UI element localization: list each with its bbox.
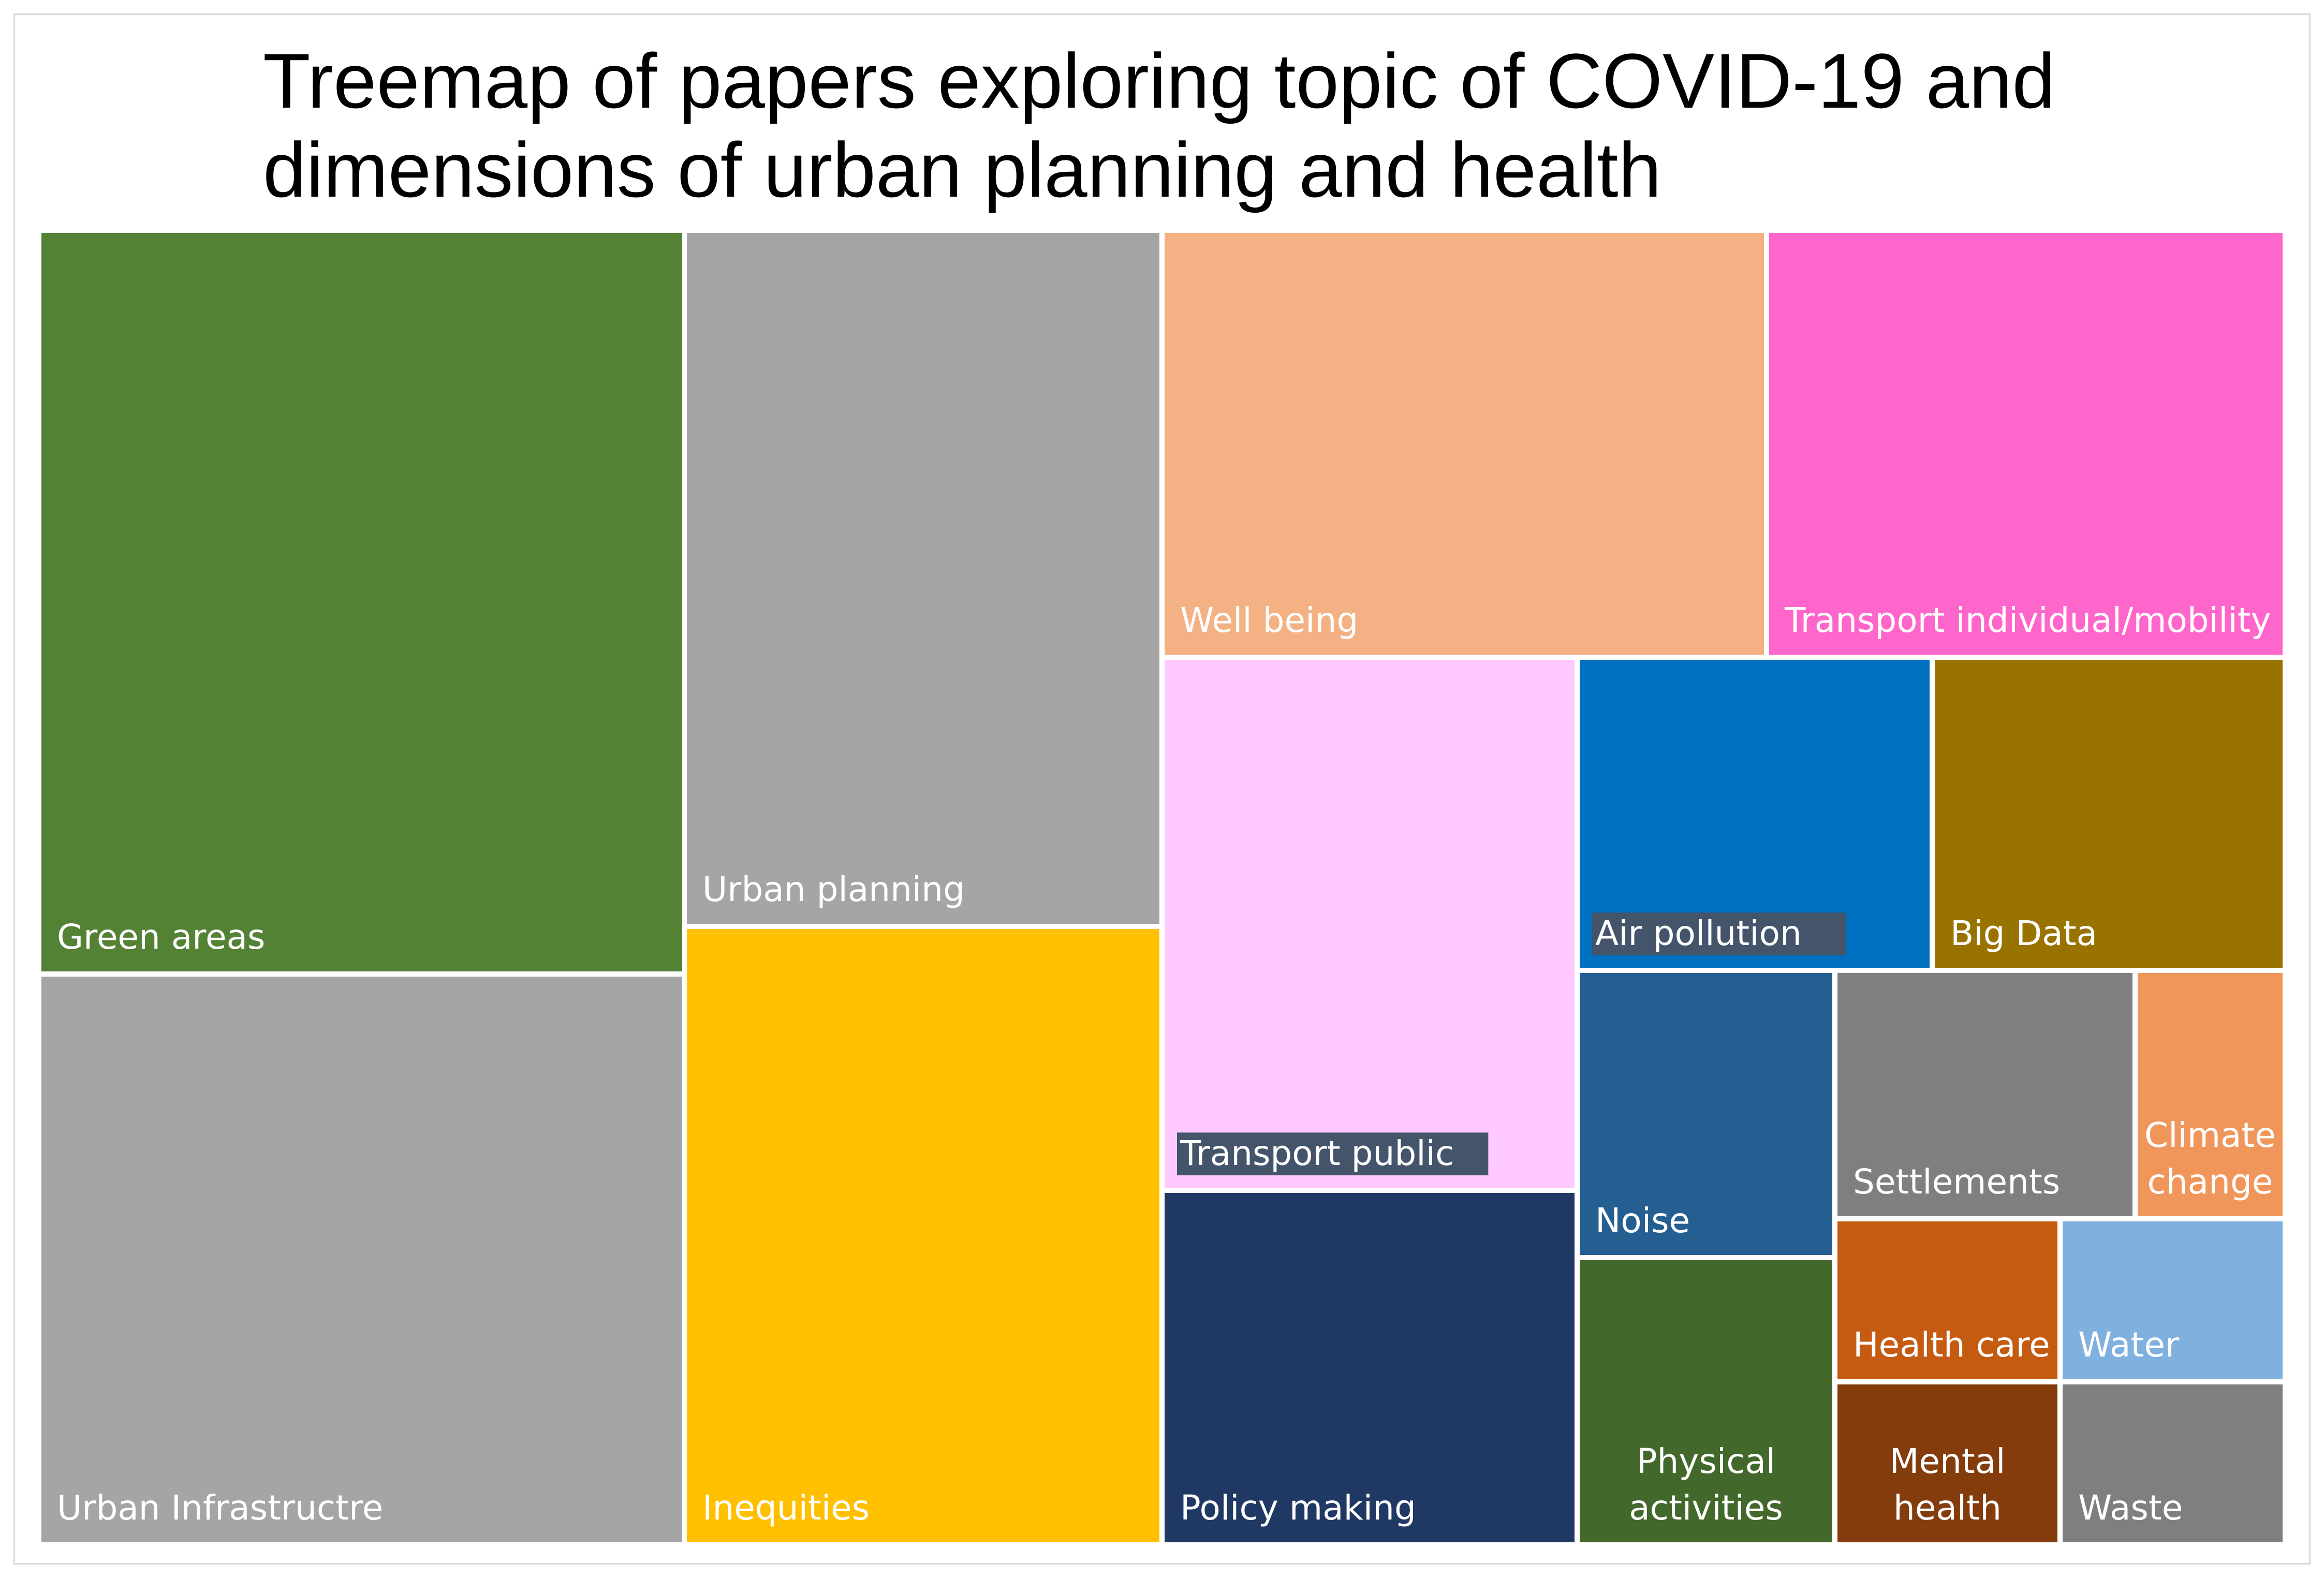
- treemap-cell-air-pollution: Air pollution: [1580, 660, 1930, 968]
- treemap-cell-green-areas: Green areas: [41, 233, 682, 971]
- treemap-label: activities: [1629, 1488, 1783, 1528]
- treemap-label: Settlements: [1853, 1162, 2060, 1202]
- treemap-label: Health care: [1853, 1325, 2050, 1365]
- treemap-label-highlight: [1592, 912, 1846, 955]
- treemap-rect: [1165, 1193, 1575, 1542]
- treemap-label: Well being: [1180, 600, 1358, 640]
- treemap-rect: [1580, 1260, 1832, 1542]
- treemap-cell-transport-public: Transport public: [1165, 660, 1575, 1188]
- treemap-cell-inequities: Inequities: [687, 929, 1159, 1542]
- treemap-label: Policy making: [1180, 1488, 1416, 1528]
- treemap-label-highlight: [1177, 1132, 1489, 1175]
- treemap-cell-well-being: Well being: [1165, 233, 1764, 655]
- treemap-cell-noise: Noise: [1580, 973, 1832, 1255]
- treemap-rect: [1165, 660, 1575, 1188]
- treemap-rect: [687, 233, 1159, 924]
- treemap-rect: [1580, 973, 1832, 1255]
- treemap-rect: [2063, 1384, 2283, 1542]
- treemap-label: Inequities: [702, 1488, 870, 1528]
- treemap-rect: [41, 977, 682, 1542]
- treemap-cell-urban-infrastructre: Urban Infrastructre: [41, 977, 682, 1542]
- treemap-label: health: [1893, 1488, 2002, 1528]
- treemap-cell-policy-making: Policy making: [1165, 1193, 1575, 1542]
- treemap-cell-water: Water: [2063, 1221, 2283, 1379]
- treemap-label: Noise: [1595, 1201, 1690, 1241]
- treemap-rect: [1165, 233, 1764, 655]
- treemap-rect: [41, 233, 682, 971]
- treemap-cell-physical-activities: Physical activities: [1580, 1260, 1832, 1542]
- treemap-rect: [1837, 973, 2132, 1216]
- treemap-rect: [1935, 660, 2283, 968]
- treemap-label: Waste: [2078, 1488, 2183, 1528]
- treemap-label: Transport individual/mobility: [1784, 600, 2271, 640]
- treemap-rect: [2063, 1221, 2283, 1379]
- treemap-cell-urban-planning: Urban planning: [687, 233, 1159, 924]
- treemap-label: Green areas: [57, 917, 265, 957]
- treemap-cell-waste: Waste: [2063, 1384, 2283, 1542]
- treemap-rect: [1837, 1384, 2057, 1542]
- treemap-label: Physical: [1637, 1441, 1775, 1481]
- treemap-label: Climate: [2144, 1115, 2276, 1155]
- treemap-cell-transport-individual-mobility: Transport individual/mobility: [1769, 233, 2283, 655]
- treemap-label: change: [2148, 1162, 2273, 1202]
- treemap-cell-health-care: Health care: [1837, 1221, 2057, 1379]
- treemap-label: Urban planning: [702, 869, 965, 909]
- treemap-label: Transport public: [1180, 1133, 1454, 1173]
- treemap-cell-big-data: Big Data: [1935, 660, 2283, 968]
- treemap-rect: [1769, 233, 2283, 655]
- treemap-rect: [1837, 1221, 2057, 1379]
- treemap-label: Mental: [1889, 1441, 2005, 1481]
- chart-title: Treemap of papers exploring topic of COV…: [263, 37, 2055, 213]
- treemap-label: Water: [2078, 1325, 2180, 1365]
- treemap-label: Air pollution: [1595, 913, 1802, 953]
- treemap-cell-mental-health: Mental health: [1837, 1384, 2057, 1542]
- treemap-rect: [687, 929, 1159, 1542]
- treemap-rect: [2138, 973, 2283, 1216]
- treemap-cell-settlements: Settlements: [1837, 973, 2132, 1216]
- treemap-label: Urban Infrastructre: [57, 1488, 383, 1528]
- treemap-label: Big Data: [1950, 913, 2097, 953]
- treemap-cell-climate-change: Climate change: [2138, 973, 2283, 1216]
